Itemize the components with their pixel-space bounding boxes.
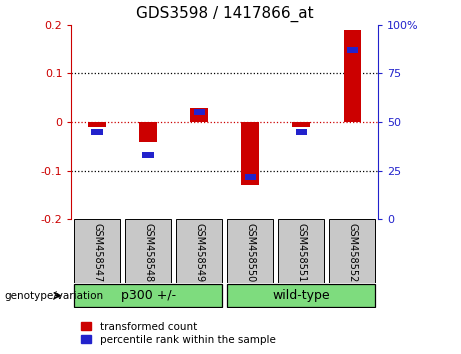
Text: GSM458549: GSM458549	[194, 223, 204, 282]
Bar	[190, 108, 208, 122]
Bar	[292, 122, 310, 127]
Bar	[74, 219, 120, 283]
Text: GSM458552: GSM458552	[348, 223, 357, 282]
Bar	[74, 285, 222, 307]
Bar	[242, 122, 259, 185]
Bar	[245, 174, 256, 179]
Text: p300 +/-: p300 +/-	[120, 289, 176, 302]
Bar	[278, 219, 325, 283]
Text: GSM458547: GSM458547	[92, 223, 102, 282]
Title: GDS3598 / 1417866_at: GDS3598 / 1417866_at	[136, 6, 313, 22]
Bar	[343, 30, 361, 122]
Legend: transformed count, percentile rank within the sample: transformed count, percentile rank withi…	[77, 317, 280, 349]
Bar	[227, 285, 375, 307]
Bar	[330, 219, 375, 283]
Bar	[139, 122, 157, 142]
Bar	[227, 219, 273, 283]
Text: GSM458551: GSM458551	[296, 223, 307, 282]
Bar	[347, 47, 358, 53]
Text: GSM458550: GSM458550	[245, 223, 255, 282]
Bar	[296, 129, 307, 135]
Bar	[125, 219, 171, 283]
Bar	[194, 109, 205, 115]
Bar	[91, 129, 103, 135]
Text: wild-type: wild-type	[272, 289, 330, 302]
Bar	[176, 219, 222, 283]
Bar	[142, 152, 154, 158]
Text: genotype/variation: genotype/variation	[5, 291, 104, 301]
Text: GSM458548: GSM458548	[143, 223, 153, 282]
Bar	[88, 122, 106, 127]
